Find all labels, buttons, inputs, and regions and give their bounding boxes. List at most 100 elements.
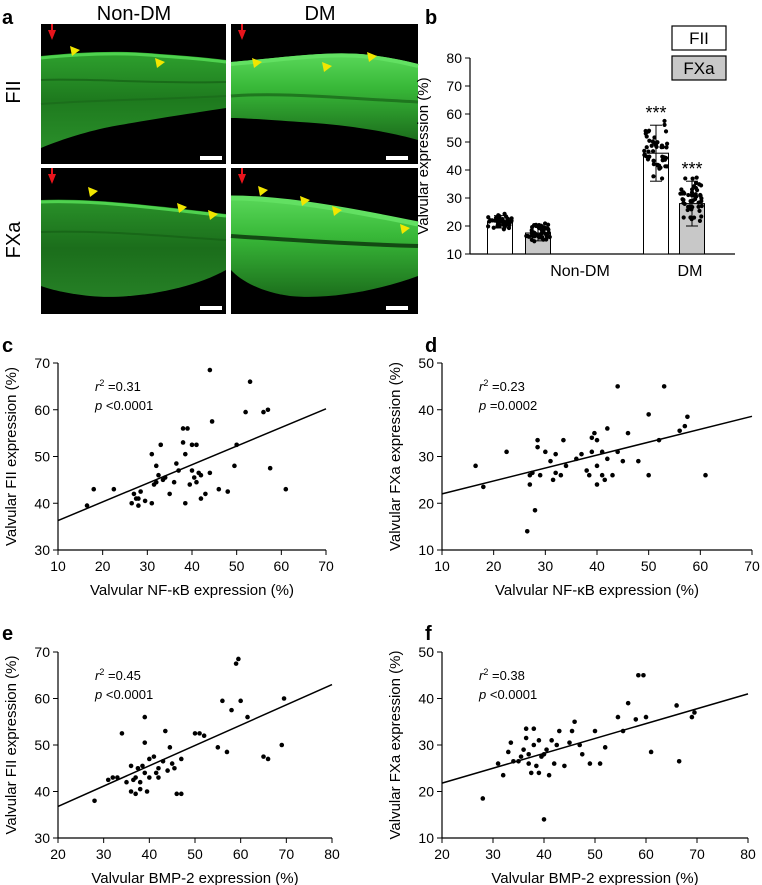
regression-line — [57, 408, 327, 522]
y-axis-label: Valvular expression (%) — [415, 77, 432, 234]
data-point — [594, 437, 600, 443]
data-point — [541, 752, 547, 757]
data-point — [610, 472, 615, 478]
data-point — [138, 489, 143, 494]
data-point — [649, 143, 654, 148]
data-point — [535, 444, 540, 450]
x-tick-label: 50 — [229, 558, 245, 574]
y-tick-label: 10 — [418, 830, 434, 846]
data-point — [521, 747, 526, 752]
data-point — [92, 798, 97, 804]
data-point — [646, 472, 651, 478]
panel-letter: b — [425, 7, 437, 29]
data-point — [265, 756, 271, 762]
data-point — [602, 477, 608, 483]
data-point — [650, 139, 655, 144]
data-point — [697, 218, 703, 223]
row-label-fxa: FXa — [3, 221, 25, 259]
data-point — [261, 754, 266, 759]
y-tick-label: 30 — [34, 830, 50, 846]
data-point — [169, 761, 175, 766]
data-point — [599, 472, 605, 478]
data-point — [174, 791, 180, 797]
data-point — [267, 465, 273, 471]
x-tick-label: 60 — [233, 846, 249, 862]
regression-line — [441, 693, 749, 784]
data-point — [91, 486, 97, 492]
data-point — [579, 451, 584, 457]
data-point — [160, 758, 166, 764]
data-point — [553, 451, 558, 457]
col-label-dm: DM — [304, 3, 335, 25]
data-point — [495, 217, 500, 223]
data-point — [198, 472, 204, 478]
data-point — [185, 426, 190, 431]
data-point — [690, 176, 695, 181]
data-point — [646, 155, 651, 160]
data-point — [194, 479, 199, 485]
data-point — [642, 148, 647, 153]
data-point — [662, 118, 667, 124]
data-point — [550, 477, 556, 483]
data-point — [605, 426, 610, 431]
data-point — [689, 714, 695, 720]
data-point — [501, 219, 506, 224]
data-point — [562, 763, 567, 769]
data-point — [532, 223, 537, 228]
data-point — [537, 472, 543, 478]
col-label-non-dm: Non-DM — [97, 3, 171, 25]
data-point — [561, 437, 566, 443]
data-point — [225, 489, 231, 494]
y-tick-label: 20 — [418, 495, 434, 511]
data-point — [142, 714, 148, 720]
data-point — [696, 204, 701, 209]
data-point — [615, 384, 620, 389]
arrowhead-icon — [252, 58, 262, 68]
data-point — [167, 745, 173, 750]
data-point — [558, 472, 564, 478]
panel-letter: f — [425, 623, 432, 645]
data-point — [527, 482, 533, 487]
data-point — [620, 728, 626, 734]
data-point — [548, 458, 553, 464]
data-point — [133, 775, 138, 780]
data-point — [111, 486, 117, 492]
y-tick-label: 50 — [446, 134, 462, 150]
panel-letter: e — [2, 623, 13, 645]
data-point — [137, 779, 143, 785]
data-point — [544, 234, 550, 239]
data-point — [220, 698, 225, 704]
data-point — [563, 463, 569, 469]
arrowhead-icon — [367, 52, 377, 62]
data-point — [183, 500, 188, 506]
data-point — [532, 507, 538, 513]
data-point — [189, 442, 195, 448]
micrograph-dm-fxa — [230, 168, 419, 314]
x-tick-label: 60 — [693, 558, 709, 574]
y-tick-label: 10 — [446, 246, 462, 262]
data-point — [677, 428, 682, 434]
y-tick-label: 30 — [418, 737, 434, 753]
data-point — [142, 498, 148, 504]
data-point — [697, 208, 702, 213]
data-point — [153, 770, 159, 776]
x-tick-label: 40 — [184, 558, 200, 574]
data-point — [194, 442, 199, 448]
micrograph-nondm-fii — [40, 24, 227, 164]
data-point — [171, 479, 177, 485]
y-tick-label: 40 — [418, 402, 434, 418]
data-point — [540, 229, 545, 234]
data-point — [544, 747, 549, 752]
data-point — [136, 496, 141, 501]
data-point — [652, 135, 657, 140]
data-point — [119, 731, 125, 736]
data-point — [197, 731, 202, 736]
panel-a: a Non-DM DM FII FXa — [2, 3, 419, 314]
y-tick-label: 30 — [418, 449, 434, 465]
legend-label: FII — [689, 29, 709, 48]
group-label: Non-DM — [550, 263, 610, 280]
x-tick-label: 20 — [95, 558, 111, 574]
data-point — [501, 227, 506, 232]
regression-line — [57, 683, 333, 808]
data-point — [480, 796, 486, 801]
